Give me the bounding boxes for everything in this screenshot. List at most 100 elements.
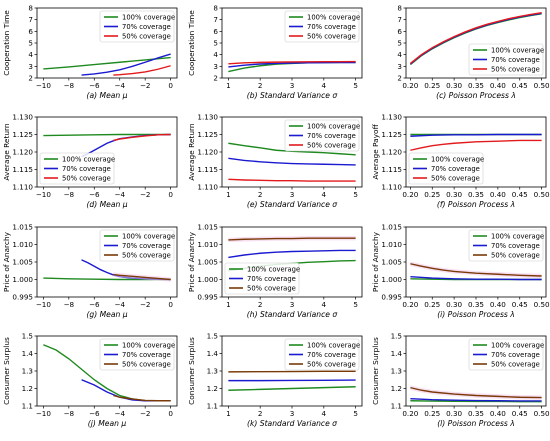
y-tick-label: 1.005 (12, 258, 33, 267)
x-tick-label: −4 (114, 409, 125, 418)
y-tick-label: 8 (28, 4, 33, 13)
y-tick-label: 1.4 (207, 349, 219, 358)
y-tick-label: 0.995 (381, 293, 402, 302)
x-tick-label: −2 (140, 409, 151, 418)
legend-box (468, 43, 544, 76)
y-axis-label: Consumer Surplus (187, 337, 196, 405)
subplot-d: −10 −8 −6 −4 −2 0 1.110 1.115 1.120 1.125 1.130Ave… (2, 113, 178, 209)
legend-label: 50% coverage (491, 252, 540, 260)
x-tick-label: 5 (353, 409, 358, 418)
x-tick-label: −6 (89, 409, 100, 418)
subplot-k: 1 2 3 4 5 1.1 1.2 1.3 1.4 1.5 Consumer Surplus (k) … (187, 332, 363, 428)
x-tick-label: 3 (290, 300, 295, 309)
x-tick-label: 0.45 (512, 409, 528, 418)
series-line (43, 56, 171, 70)
y-tick-label: 1.4 (391, 349, 403, 358)
subplot-caption: (i) Poisson Process λ (437, 310, 515, 319)
y-tick-label: 2 (28, 74, 33, 83)
legend-box (408, 152, 484, 185)
y-tick-label: 1.005 (197, 258, 218, 267)
series-line (410, 400, 542, 403)
y-tick-label: 1.2 (391, 384, 402, 393)
y-tick-label: 1.1 (391, 402, 402, 411)
legend-label: 70% coverage (307, 23, 356, 31)
subplot-caption: (f) Poisson Process λ (437, 200, 515, 209)
legend-label: 70% coverage (307, 132, 356, 140)
series-line (228, 237, 356, 241)
legend-label: 50% coverage (307, 361, 356, 369)
x-tick-label: 0.25 (424, 190, 440, 199)
x-tick-label: 0.25 (424, 409, 440, 418)
subplot-caption: (g) Mean μ (86, 310, 127, 319)
x-tick-label: 0.40 (490, 300, 506, 309)
legend-box (99, 229, 175, 262)
legend-box (284, 338, 360, 371)
legend-box (468, 229, 544, 262)
x-tick-label: 0.25 (424, 81, 440, 90)
x-tick-label: 0.25 (424, 300, 440, 309)
legend-label: 100% coverage (307, 123, 360, 131)
x-tick-label: 0.45 (512, 300, 528, 309)
x-tick-label: −2 (140, 81, 151, 90)
series-line (113, 273, 171, 281)
legend-label: 50% coverage (122, 361, 171, 369)
legend-label: 50% coverage (122, 252, 171, 260)
x-tick-label: 0.40 (490, 190, 506, 199)
x-tick-label: −6 (89, 190, 100, 199)
y-axis-label: Average Return (2, 123, 11, 181)
legend-label: 70% coverage (307, 351, 356, 359)
subplot-caption: (e) Standard Variance σ (247, 200, 337, 209)
legend-label: 100% coverage (491, 342, 544, 350)
legend-label: 100% coverage (307, 342, 360, 350)
x-tick-label: 0 (168, 81, 173, 90)
x-tick-label: 0.50 (534, 190, 550, 199)
series-line (228, 178, 356, 182)
y-axis-label: Price of Anarchy (2, 231, 11, 292)
x-tick-label: 0 (168, 409, 173, 418)
y-tick-label: 1.5 (391, 332, 402, 341)
series-line (43, 133, 171, 137)
y-tick-label: 1.125 (381, 130, 402, 139)
subplot-i: 0.20 0.25 0.30 0.35 0.40 0.45 0.50 0.995 1.000 1.… (371, 223, 550, 320)
y-tick-label: 3 (28, 62, 33, 71)
x-tick-label: 1 (226, 81, 231, 90)
legend-label: 50% coverage (247, 285, 296, 293)
y-tick-label: 7 (213, 15, 218, 24)
legend-label: 100% coverage (122, 14, 175, 22)
x-tick-label: −6 (89, 300, 100, 309)
y-tick-label: 5 (28, 39, 33, 48)
x-tick-label: 0.20 (402, 190, 418, 199)
legend-label: 100% coverage (491, 47, 544, 55)
x-tick-label: 0.40 (490, 81, 506, 90)
y-tick-label: 1.115 (12, 165, 33, 174)
legend-box (99, 338, 175, 371)
x-tick-label: 0.40 (490, 409, 506, 418)
legend-label: 70% coverage (122, 351, 171, 359)
series-line (409, 11, 542, 64)
y-tick-label: 1.5 (207, 332, 218, 341)
y-tick-label: 1.010 (381, 240, 402, 249)
y-tick-label: 1.015 (12, 223, 33, 232)
legend-label: 50% coverage (307, 33, 356, 41)
x-tick-label: 5 (353, 300, 358, 309)
y-tick-label: 4 (397, 50, 402, 59)
legend-label: 100% coverage (62, 156, 115, 164)
series-line (81, 53, 171, 76)
y-tick-label: 1.110 (12, 183, 33, 192)
series-line (228, 61, 356, 68)
x-tick-label: −10 (36, 409, 52, 418)
y-tick-label: 6 (28, 27, 33, 36)
legend-label: 100% coverage (491, 233, 544, 241)
legend-label: 100% coverage (122, 233, 175, 241)
x-tick-label: 0.35 (468, 190, 484, 199)
subplot-caption: (b) Standard Variance σ (247, 91, 338, 100)
y-tick-label: 1.3 (22, 367, 33, 376)
